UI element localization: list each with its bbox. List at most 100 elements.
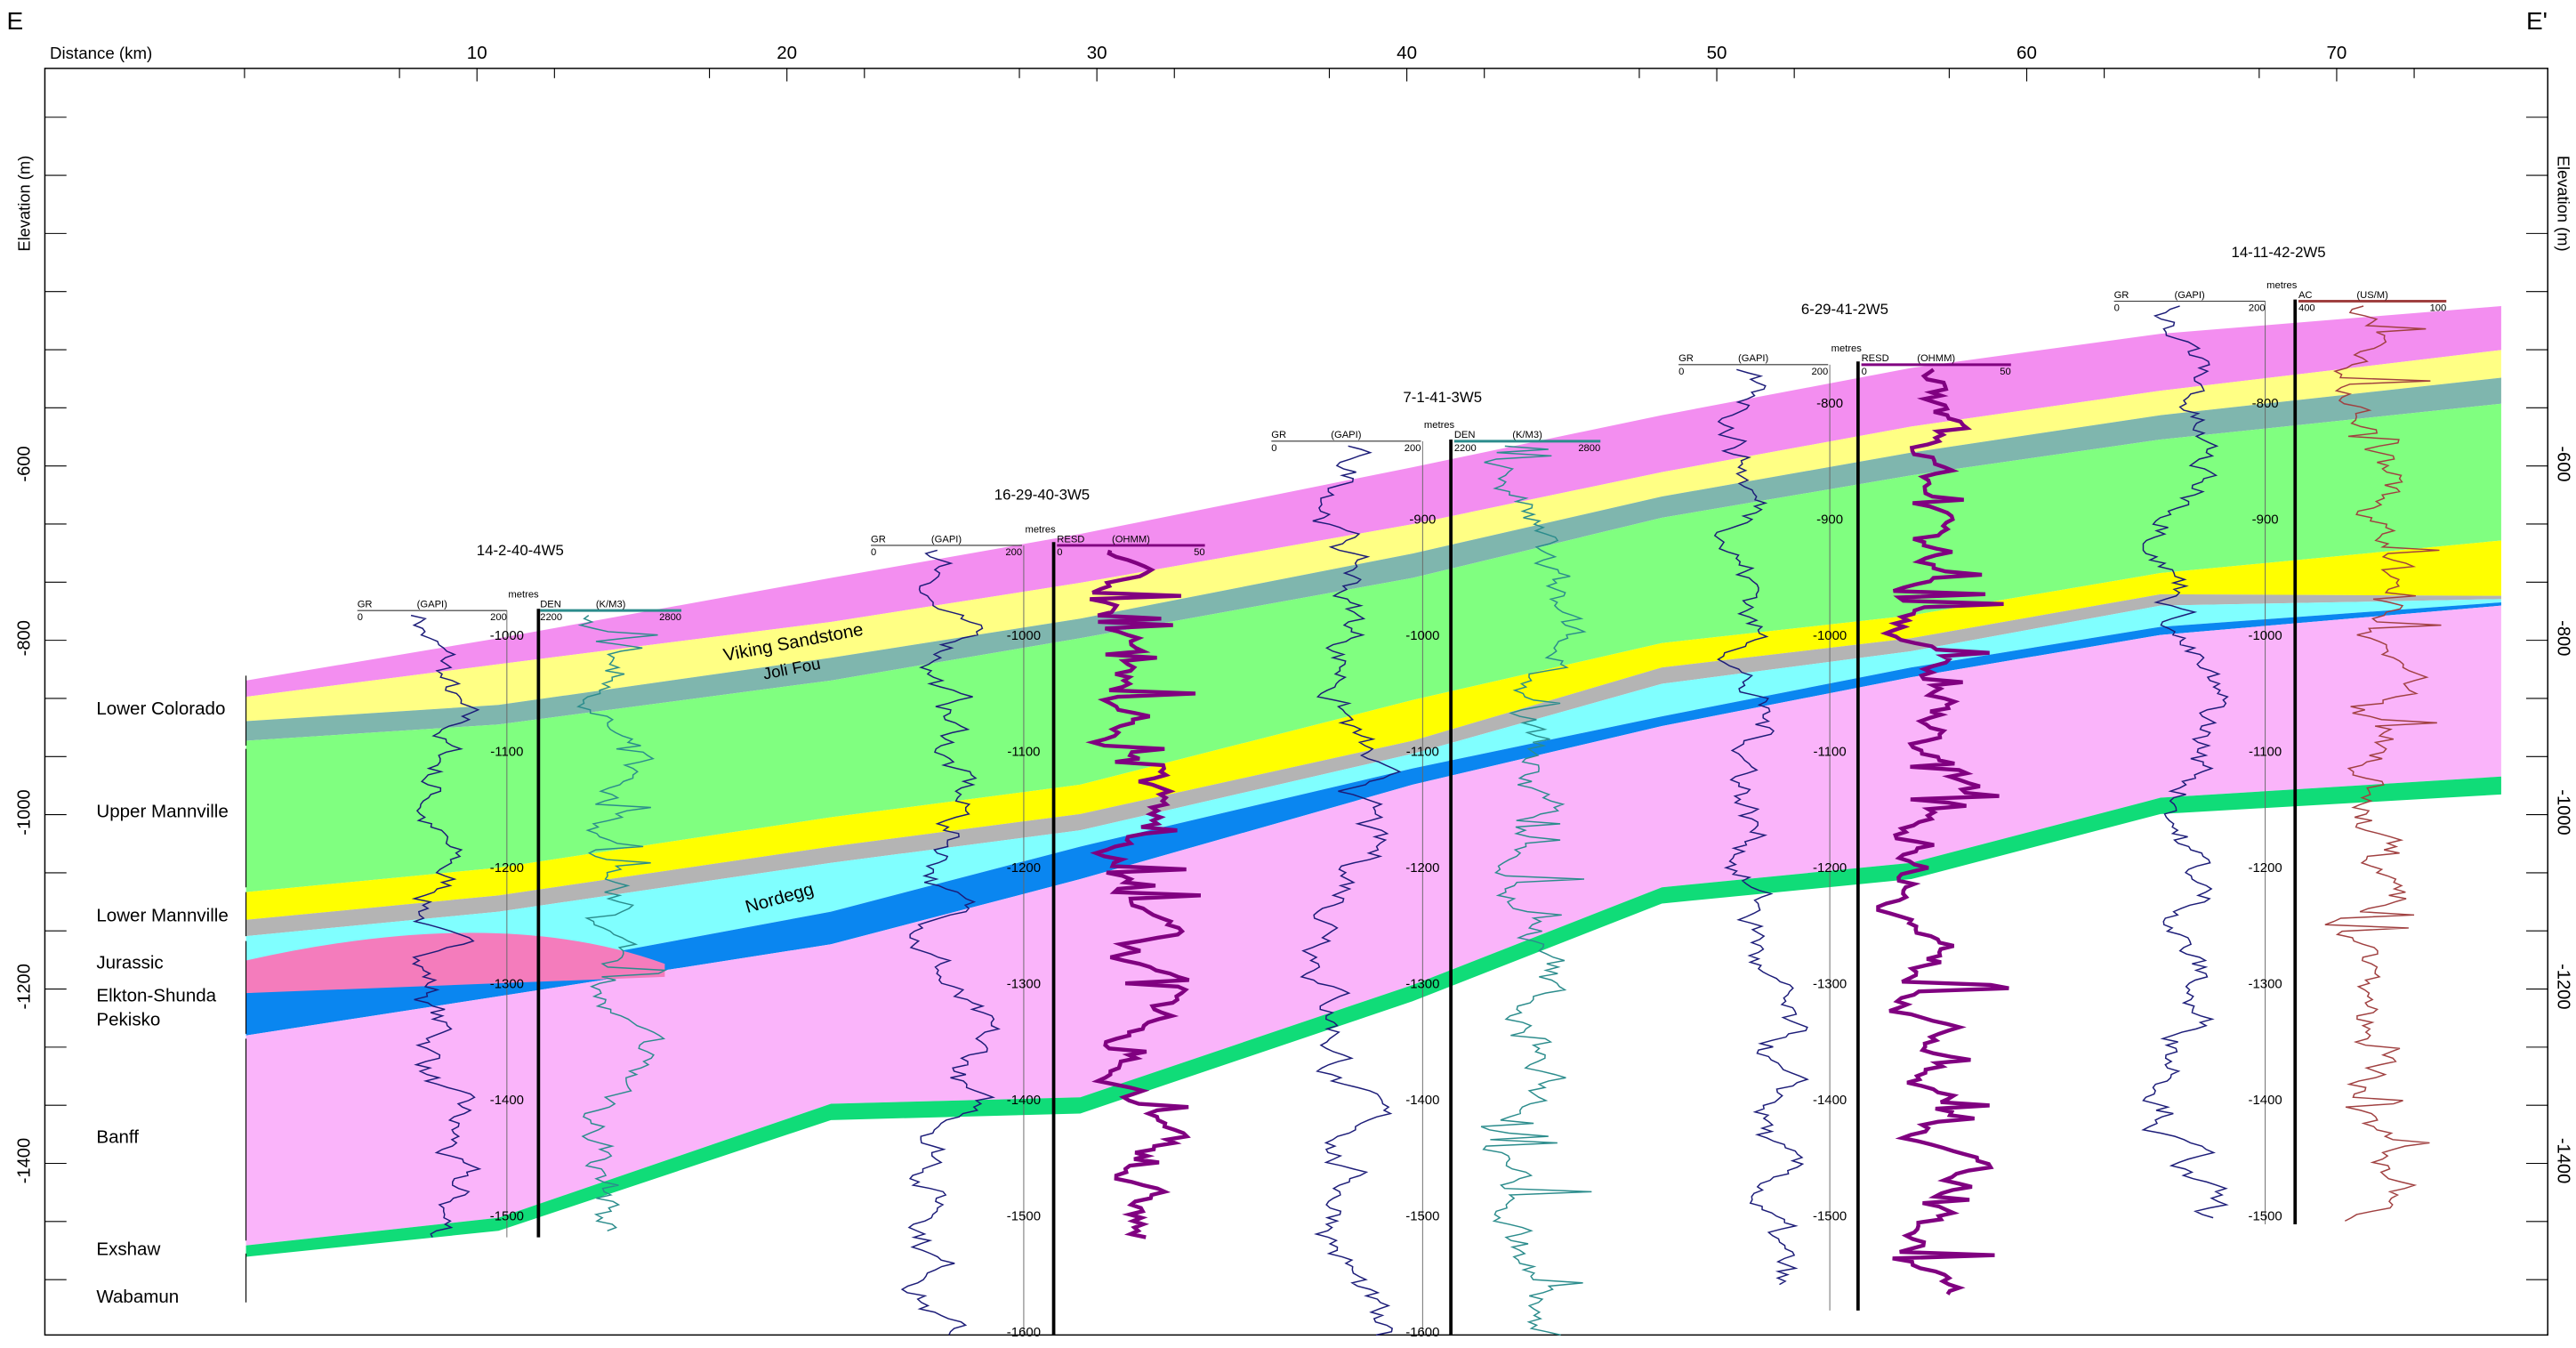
well-name: 14-2-40-4W5 bbox=[477, 542, 564, 559]
log-trace bbox=[1085, 549, 1202, 1239]
depth-unit: metres bbox=[1026, 524, 1057, 535]
log-min: 0 bbox=[358, 612, 363, 623]
depth-label: -1500 bbox=[490, 1209, 524, 1223]
layers bbox=[246, 305, 2501, 1257]
y-tick-label: -1200 bbox=[2553, 964, 2572, 1009]
y-tick-label: -600 bbox=[14, 446, 34, 481]
y-tick-label: -800 bbox=[14, 620, 34, 656]
x-tick-label: 50 bbox=[1707, 44, 1727, 63]
log-trace bbox=[410, 614, 482, 1238]
log-max: 200 bbox=[490, 612, 507, 623]
depth-label: -1300 bbox=[1813, 978, 1847, 992]
y-tick-label: -1000 bbox=[14, 789, 34, 835]
formation-label: Exshaw bbox=[96, 1240, 160, 1260]
rock-layer bbox=[246, 932, 665, 994]
log-unit: (GAPI) bbox=[1331, 430, 1361, 440]
well-logs: 14-2-40-4W5 metres GR (GAPI) 0 200 DEN (K/M3) 22… bbox=[357, 244, 2447, 1340]
well-name: 14-11-42-2W5 bbox=[2231, 244, 2325, 261]
rock-layer bbox=[246, 601, 2501, 1036]
log-max: 100 bbox=[2430, 303, 2447, 314]
log-max: 2800 bbox=[1578, 443, 1600, 454]
section-start: E bbox=[6, 7, 23, 35]
y-tick-label: -1200 bbox=[14, 964, 34, 1009]
log-name: AC bbox=[2298, 290, 2313, 301]
log-name: GR bbox=[871, 534, 886, 545]
depth-label: -1100 bbox=[1007, 746, 1040, 760]
depth-label: -1400 bbox=[1007, 1094, 1041, 1108]
depth-label: -900 bbox=[2252, 513, 2279, 528]
log-name: RESD bbox=[1862, 353, 1889, 364]
y-tick-label: -800 bbox=[2553, 620, 2572, 656]
log-unit: (GAPI) bbox=[931, 534, 962, 545]
depth-label: -1600 bbox=[1007, 1326, 1041, 1340]
depth-label: -1000 bbox=[1813, 629, 1847, 643]
log-min: 2200 bbox=[1454, 443, 1477, 454]
log-min: 0 bbox=[2114, 303, 2120, 314]
rock-layer bbox=[246, 599, 2501, 994]
depth-label: -1000 bbox=[1007, 629, 1041, 643]
depth-label: -1100 bbox=[1814, 746, 1847, 760]
depth-label: -1200 bbox=[1405, 861, 1439, 876]
log-unit: (K/M3) bbox=[596, 600, 626, 610]
log-trace bbox=[576, 615, 668, 1231]
log-trace bbox=[1713, 368, 1809, 1286]
x-tick-label: 70 bbox=[2327, 44, 2347, 63]
y-axis-label: Elevation (m) bbox=[14, 156, 33, 252]
log-max: 50 bbox=[1194, 547, 1204, 558]
log-min: 400 bbox=[2298, 303, 2315, 314]
rock-layer bbox=[246, 377, 2501, 741]
log-min: 0 bbox=[1271, 443, 1276, 454]
log-unit: (OHMM) bbox=[1917, 353, 1955, 364]
y-tick-label: -600 bbox=[2553, 446, 2572, 481]
log-min: 0 bbox=[871, 547, 876, 558]
formation-label: Banff bbox=[96, 1128, 139, 1148]
depth-label: -1400 bbox=[490, 1094, 524, 1108]
formation-label: Wabamun bbox=[96, 1287, 179, 1307]
depth-label: -1500 bbox=[2249, 1209, 2282, 1223]
log-min: 0 bbox=[1678, 367, 1684, 377]
y-tick-label: -1000 bbox=[2553, 789, 2572, 835]
formation-label: Upper Mannville bbox=[96, 803, 228, 822]
depth-unit: metres bbox=[1831, 343, 1863, 354]
log-max: 200 bbox=[1812, 367, 1829, 377]
depth-unit: metres bbox=[2266, 280, 2298, 291]
formation-label: Elkton-Shunda bbox=[96, 986, 216, 1005]
depth-label: -1100 bbox=[490, 746, 523, 760]
log-min: 0 bbox=[1057, 547, 1062, 558]
depth-unit: metres bbox=[508, 590, 539, 601]
x-tick-label: 40 bbox=[1397, 44, 1417, 63]
depth-label: -1100 bbox=[1406, 746, 1439, 760]
log-max: 200 bbox=[1405, 443, 1421, 454]
depth-label: -1500 bbox=[1813, 1209, 1847, 1223]
depth-label: -1200 bbox=[1007, 861, 1041, 876]
rock-layer bbox=[246, 403, 2501, 892]
log-max: 200 bbox=[2249, 303, 2266, 314]
log-trace bbox=[1300, 445, 1402, 1336]
depth-label: -1000 bbox=[2249, 629, 2282, 643]
depth-label: -1300 bbox=[490, 978, 524, 992]
log-trace bbox=[1480, 445, 1592, 1336]
depth-label: -1500 bbox=[1007, 1209, 1041, 1223]
depth-label: -1300 bbox=[1405, 978, 1439, 992]
log-trace bbox=[1876, 367, 2009, 1296]
log-unit: (GAPI) bbox=[1738, 353, 1768, 364]
depth-label: -1100 bbox=[2249, 746, 2282, 760]
x-tick-label: 10 bbox=[467, 44, 487, 63]
log-name: DEN bbox=[540, 600, 561, 610]
log-name: GR bbox=[358, 600, 373, 610]
x-tick-label: 30 bbox=[1087, 44, 1107, 63]
log-trace bbox=[2324, 305, 2442, 1222]
y-tick-label: -1400 bbox=[2553, 1138, 2572, 1183]
y-tick-label: -1400 bbox=[14, 1138, 34, 1183]
depth-label: -900 bbox=[1816, 513, 1843, 528]
depth-label: -1400 bbox=[2249, 1094, 2282, 1108]
log-trace bbox=[2141, 305, 2229, 1219]
log-name: GR bbox=[2114, 290, 2129, 301]
depth-label: -1200 bbox=[2249, 861, 2282, 876]
log-name: GR bbox=[1271, 430, 1286, 440]
log-max: 50 bbox=[2000, 367, 2010, 377]
depth-label: -800 bbox=[2252, 397, 2279, 411]
depth-label: -1500 bbox=[1405, 1209, 1439, 1223]
